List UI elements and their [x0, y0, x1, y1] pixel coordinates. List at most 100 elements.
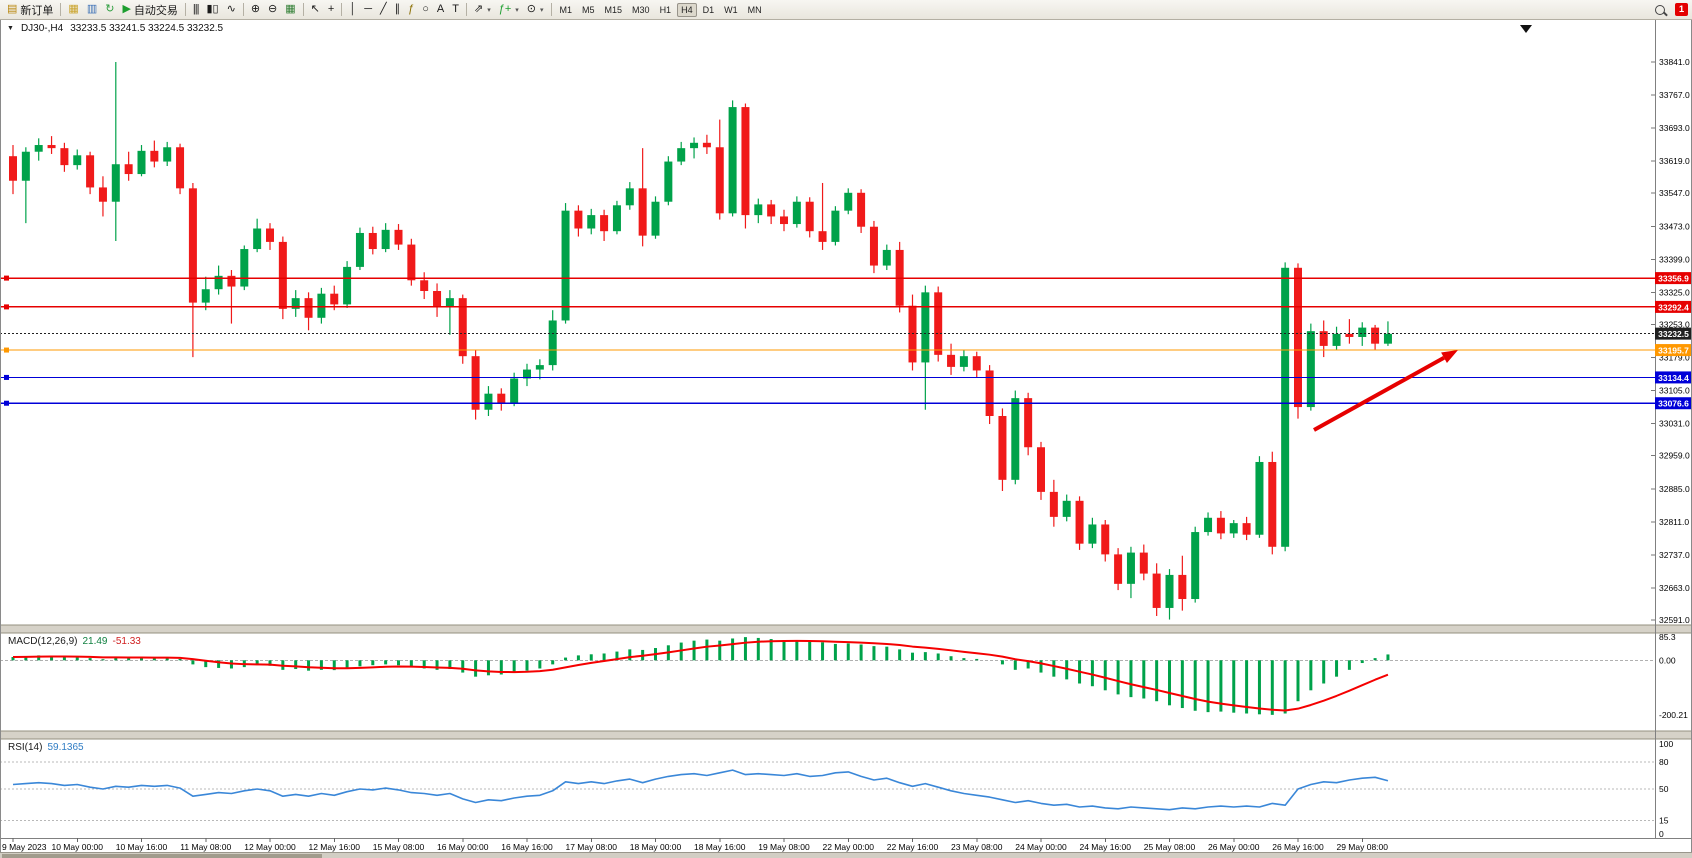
new-order-icon: ▤ — [7, 3, 18, 15]
toolbar-separator — [302, 3, 304, 16]
profiles-icon: ▥ — [86, 3, 98, 15]
candlestick-button[interactable]: ▮▯ — [203, 1, 221, 18]
channel-button[interactable]: ∥ — [392, 1, 404, 18]
notification-badge[interactable]: 1 — [1675, 3, 1688, 16]
toolbar-separator — [184, 3, 186, 16]
svg-text:33547.0: 33547.0 — [1659, 188, 1690, 198]
svg-text:16 May 00:00: 16 May 00:00 — [437, 842, 489, 852]
svg-text:12 May 16:00: 12 May 16:00 — [308, 842, 360, 852]
toolbar-separator — [465, 3, 467, 16]
svg-text:33841.0: 33841.0 — [1659, 57, 1690, 67]
profiles-button[interactable]: ▥ — [84, 1, 100, 18]
macd-signal-value: -51.33 — [112, 636, 141, 647]
label-tool-icon: T — [452, 3, 459, 15]
svg-text:85.3: 85.3 — [1659, 632, 1676, 642]
timeframe-h1[interactable]: H1 — [659, 4, 672, 15]
horizontal-line-button[interactable]: ─ — [361, 1, 375, 18]
rsi-pane-title: RSI(14) 59.1365 — [8, 742, 84, 753]
svg-text:12 May 00:00: 12 May 00:00 — [244, 842, 296, 852]
svg-text:33134.4: 33134.4 — [1658, 373, 1689, 383]
timeframe-m30[interactable]: M30 — [632, 4, 650, 15]
zoom-out-icon: ⊖ — [268, 3, 278, 15]
chevron-down-icon: ▾ — [515, 6, 519, 14]
svg-text:33292.4: 33292.4 — [1658, 302, 1689, 312]
timeframe-h4[interactable]: H4 — [677, 2, 697, 17]
macd-label: MACD(12,26,9) — [8, 636, 78, 647]
indicators-button[interactable]: ƒ+ ▾ — [496, 1, 522, 18]
clock-icon: ⊙ — [526, 3, 536, 15]
zoom-in-button[interactable]: ⊕ — [248, 1, 263, 18]
new-order-button[interactable]: ▤ 新订单 — [4, 1, 56, 18]
scrollbar-thumb[interactable] — [2, 854, 322, 858]
arrow-tool-icon: ⇗ — [473, 3, 484, 15]
svg-text:33253.0: 33253.0 — [1659, 319, 1690, 329]
zoom-out-button[interactable]: ⊖ — [265, 1, 280, 18]
svg-text:19 May 08:00: 19 May 08:00 — [758, 842, 810, 852]
svg-text:-200.21: -200.21 — [1659, 710, 1688, 720]
shapes-button[interactable]: ○ — [419, 1, 432, 18]
label-tool-button[interactable]: T — [449, 1, 462, 18]
timeframe-mn[interactable]: MN — [747, 4, 762, 15]
crosshair-button[interactable]: + — [325, 1, 337, 18]
horizontal-scrollbar[interactable] — [0, 852, 1692, 858]
svg-text:0.00: 0.00 — [1659, 655, 1676, 665]
auto-trading-button[interactable]: ▶ 自动交易 — [119, 1, 180, 18]
svg-text:50: 50 — [1659, 784, 1669, 794]
toolbar-separator — [242, 3, 244, 16]
toolbar-separator — [60, 3, 62, 16]
svg-text:33105.0: 33105.0 — [1659, 386, 1690, 396]
refresh-button[interactable]: ↻ — [102, 1, 117, 18]
svg-text:33767.0: 33767.0 — [1659, 90, 1690, 100]
svg-text:33693.0: 33693.0 — [1659, 123, 1690, 133]
symbol-period-label: DJ30-,H4 — [20, 23, 64, 34]
channel-icon: ∥ — [394, 3, 401, 15]
cursor-button[interactable]: ↖ — [308, 1, 323, 18]
svg-text:32737.0: 32737.0 — [1659, 550, 1690, 560]
chart-header: ▼ DJ30-,H4 33233.5 33241.5 33224.5 33232… — [7, 23, 223, 34]
svg-text:17 May 08:00: 17 May 08:00 — [565, 842, 617, 852]
svg-text:24 May 00:00: 24 May 00:00 — [1015, 842, 1067, 852]
collapse-icon[interactable]: ▼ — [7, 25, 14, 32]
fibonacci-button[interactable]: ƒ — [405, 1, 417, 18]
svg-text:32959.0: 32959.0 — [1659, 451, 1690, 461]
svg-text:32811.0: 32811.0 — [1659, 517, 1689, 527]
svg-text:18 May 00:00: 18 May 00:00 — [630, 842, 682, 852]
vertical-line-button[interactable]: │ — [346, 1, 359, 18]
fibonacci-icon: ƒ — [408, 3, 415, 15]
timeframe-m5[interactable]: M5 — [582, 4, 595, 15]
line-chart-button[interactable]: ∿ — [224, 1, 239, 18]
candlestick-icon: ▮▯ — [206, 3, 219, 15]
tile-windows-button[interactable]: ▦ — [282, 1, 298, 18]
svg-text:23 May 08:00: 23 May 08:00 — [951, 842, 1003, 852]
bar-chart-button[interactable]: ||| — [190, 1, 202, 18]
svg-text:15 May 08:00: 15 May 08:00 — [373, 842, 425, 852]
toolbar-separator — [341, 3, 343, 16]
auto-trading-icon: ▶ — [122, 3, 131, 15]
timeframe-d1[interactable]: D1 — [702, 4, 715, 15]
timeframe-m1[interactable]: M1 — [559, 4, 573, 15]
charts-button[interactable]: ▦ — [65, 1, 81, 18]
toolbar-separator — [550, 3, 552, 16]
timeframe-w1[interactable]: W1 — [724, 4, 738, 15]
svg-text:22 May 00:00: 22 May 00:00 — [822, 842, 874, 852]
main-toolbar: ▤ 新订单 ▦ ▥ ↻ ▶ 自动交易 ||| ▮▯ ∿ ⊕ ⊖ ▦ ↖ + │ … — [0, 0, 1692, 20]
svg-text:24 May 16:00: 24 May 16:00 — [1079, 842, 1131, 852]
search-icon[interactable] — [1655, 4, 1665, 15]
timeframe-m15[interactable]: M15 — [604, 4, 623, 15]
rsi-label: RSI(14) — [8, 742, 43, 753]
tile-windows-icon: ▦ — [285, 3, 296, 15]
arrow-tool-button[interactable]: ⇗ ▾ — [471, 1, 494, 18]
ohlc-values: 33233.5 33241.5 33224.5 33232.5 — [70, 23, 224, 34]
cursor-icon: ↖ — [310, 3, 320, 15]
macd-pane-title: MACD(12,26,9) 21.49 -51.33 — [8, 636, 141, 647]
period-clock-button[interactable]: ⊙ ▾ — [524, 1, 547, 18]
svg-text:33473.0: 33473.0 — [1659, 221, 1690, 231]
svg-text:32591.0: 32591.0 — [1659, 615, 1690, 625]
charts-icon: ▦ — [68, 3, 79, 15]
trendline-button[interactable]: ╱ — [377, 1, 390, 18]
crosshair-icon: + — [327, 3, 335, 15]
svg-text:9 May 2023: 9 May 2023 — [2, 842, 47, 852]
text-tool-button[interactable]: A — [434, 1, 447, 18]
svg-text:33179.0: 33179.0 — [1659, 353, 1690, 363]
